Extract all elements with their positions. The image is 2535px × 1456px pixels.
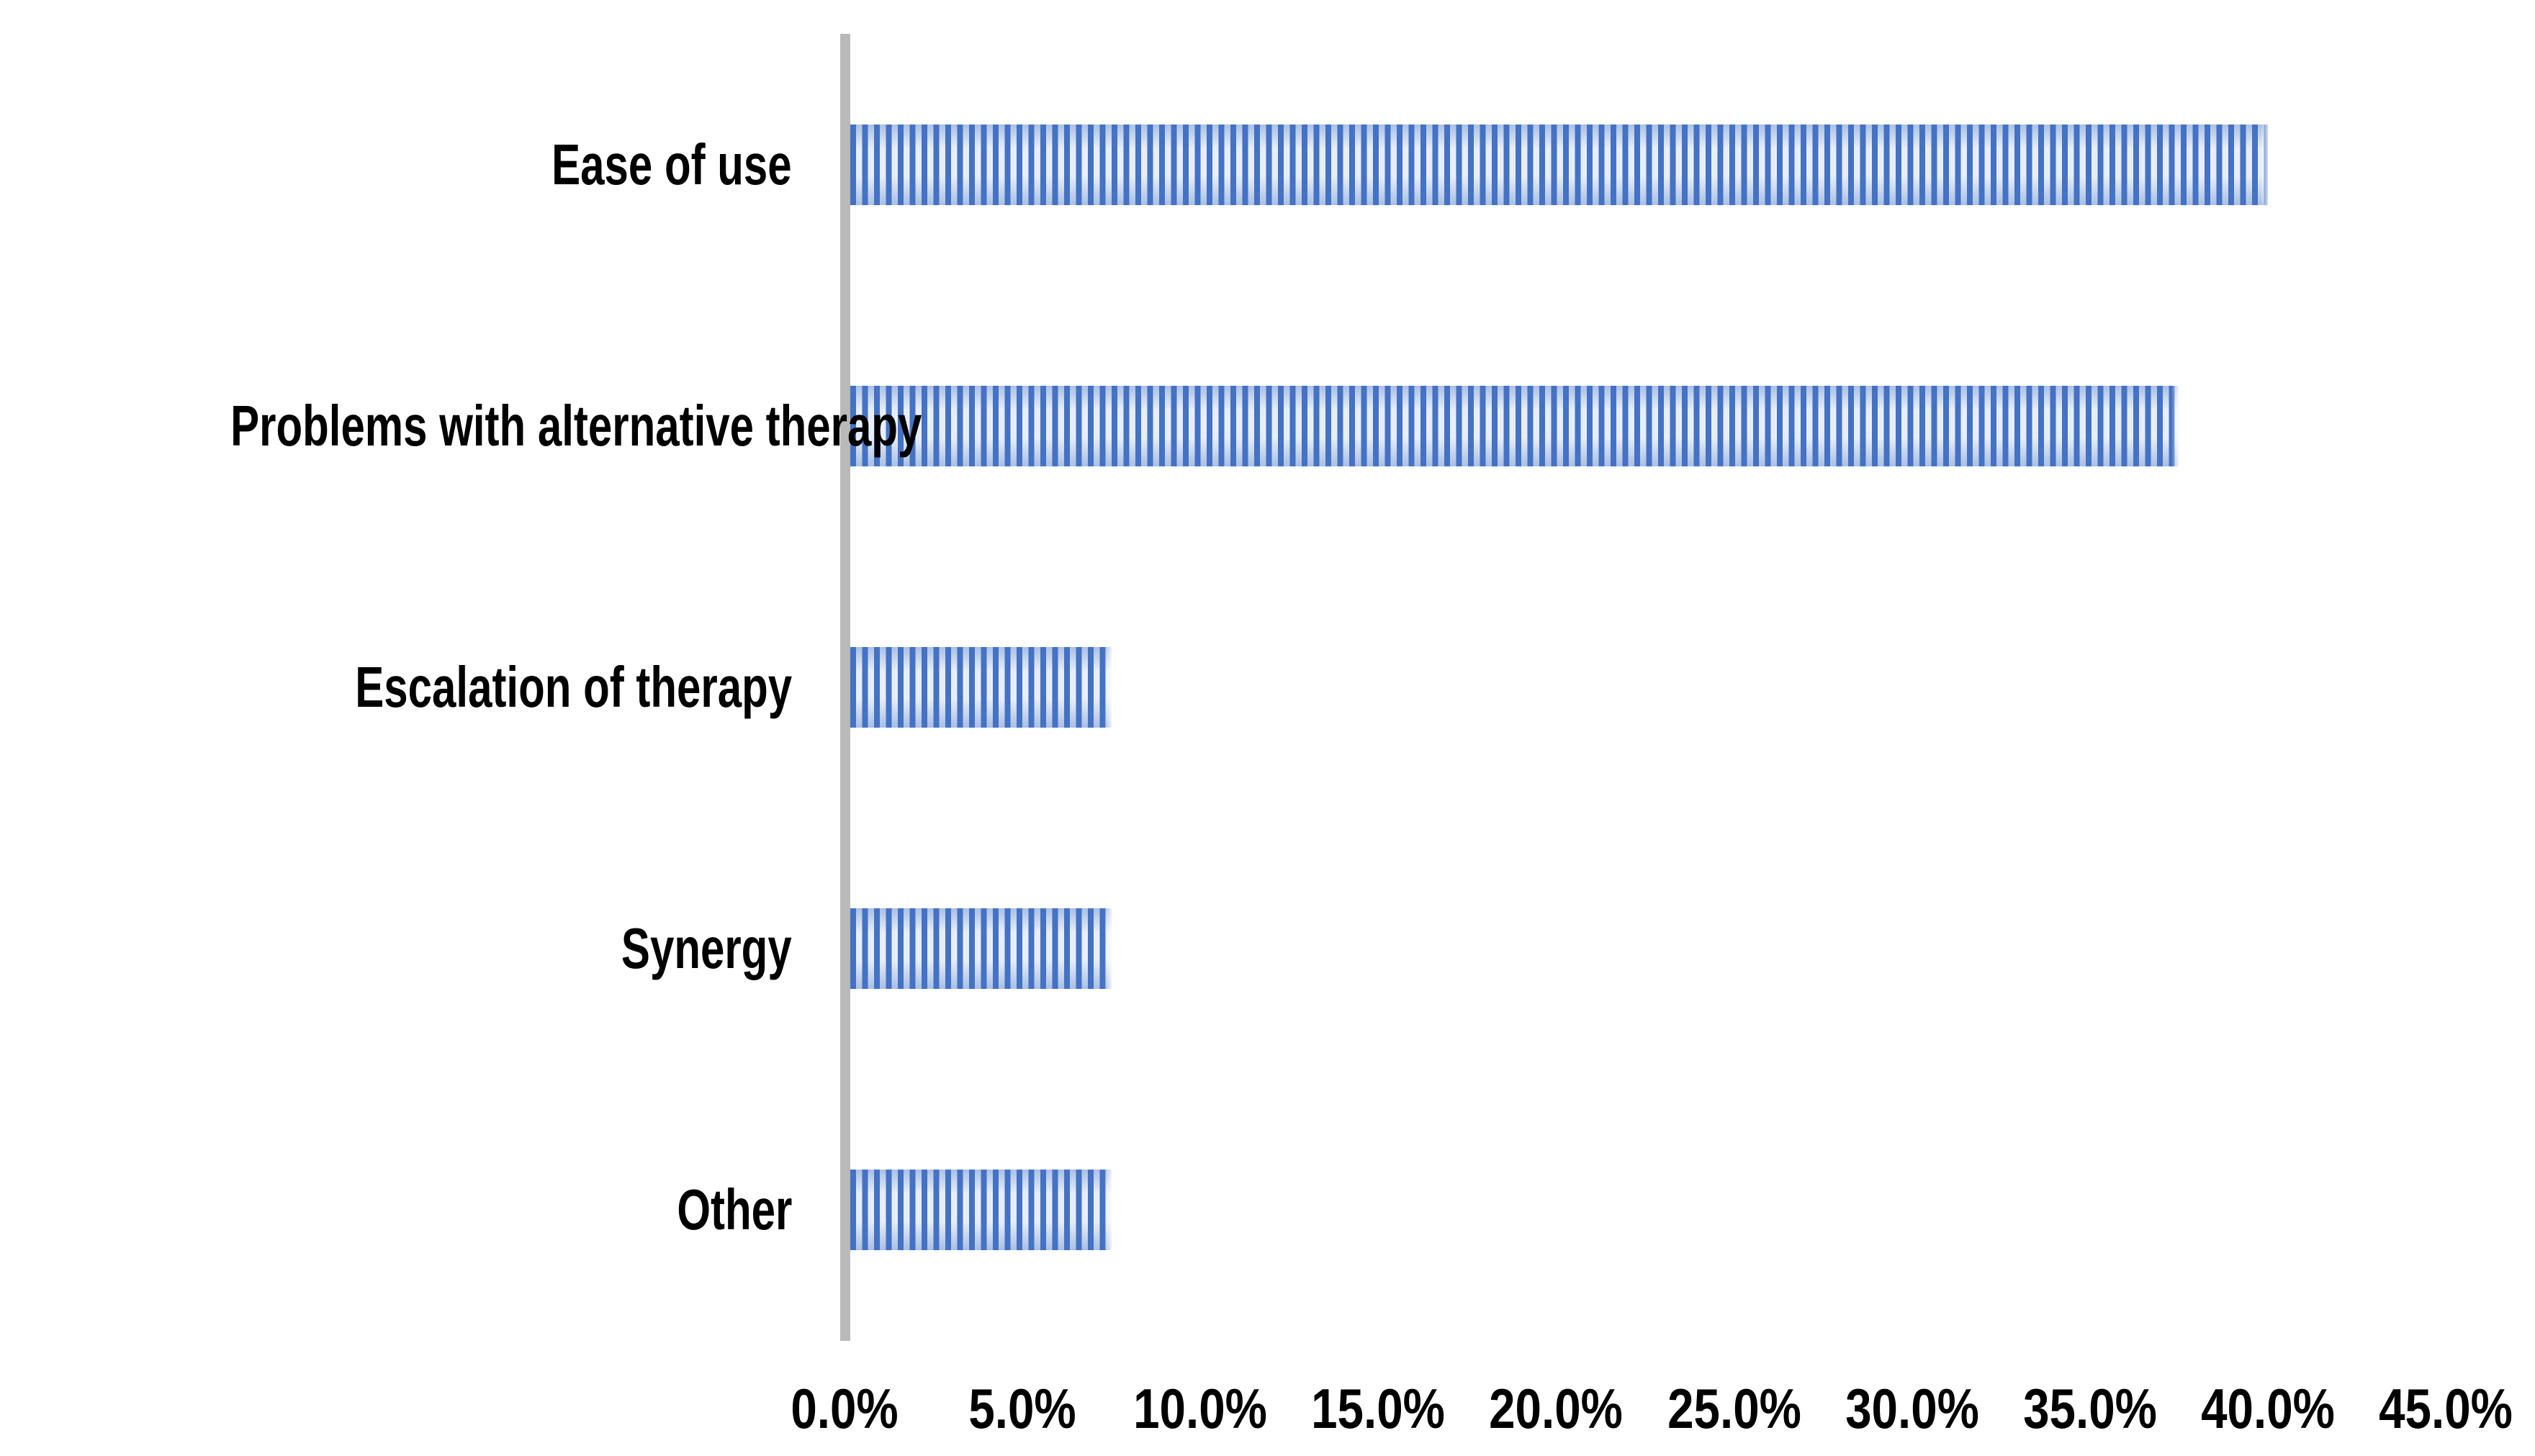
x-tick-label-text: 5.0% <box>968 1377 1076 1440</box>
category-label-problems-with-alternative-therapy: Problems with alternative therapy <box>0 397 922 455</box>
bar-other <box>850 1170 1112 1251</box>
x-tick-label-text: 15.0% <box>1311 1377 1446 1440</box>
x-tick-label-350: 35.0% <box>2010 1380 2169 1437</box>
x-tick-label-text: 35.0% <box>2022 1377 2157 1440</box>
category-label-text: Problems with alternative therapy <box>230 393 922 458</box>
x-tick-label-250: 25.0% <box>1654 1380 1814 1437</box>
x-tick-label-text: 10.0% <box>1133 1377 1268 1440</box>
category-label-other: Other <box>0 1181 792 1239</box>
category-label-text: Ease of use <box>551 132 792 196</box>
x-tick-label-text: 40.0% <box>2200 1377 2335 1440</box>
x-tick-label-100: 10.0% <box>1121 1380 1280 1437</box>
category-label-text: Other <box>676 1177 792 1242</box>
category-axis-line <box>840 34 850 1341</box>
category-label-text: Synergy <box>621 916 792 981</box>
x-tick-label-450: 45.0% <box>2366 1380 2525 1437</box>
x-tick-label-text: 20.0% <box>1489 1377 1624 1440</box>
category-label-synergy: Synergy <box>0 920 792 977</box>
bar-synergy <box>850 908 1112 990</box>
x-tick-label-300: 30.0% <box>1832 1380 1991 1437</box>
bar-ease-of-use <box>850 124 2268 205</box>
category-label-ease-of-use: Ease of use <box>0 132 792 196</box>
bar-escalation-of-therapy <box>850 647 1112 728</box>
bar-problems-with-alternative-therapy <box>850 385 2179 466</box>
x-tick-label-text: 0.0% <box>791 1377 899 1440</box>
x-tick-label-text: 30.0% <box>1845 1377 1979 1440</box>
category-label-escalation-of-therapy: Escalation of therapy <box>0 659 792 716</box>
category-label-text: Escalation of therapy <box>355 655 792 719</box>
x-tick-label-text: 25.0% <box>1667 1377 1801 1440</box>
x-tick-label-50: 5.0% <box>958 1380 1086 1437</box>
x-tick-label-00: 0.0% <box>780 1380 909 1437</box>
x-tick-label-400: 40.0% <box>2188 1380 2347 1437</box>
x-tick-label-text: 45.0% <box>2379 1377 2513 1440</box>
x-tick-label-200: 20.0% <box>1477 1380 1636 1437</box>
x-tick-label-150: 15.0% <box>1299 1380 1458 1437</box>
